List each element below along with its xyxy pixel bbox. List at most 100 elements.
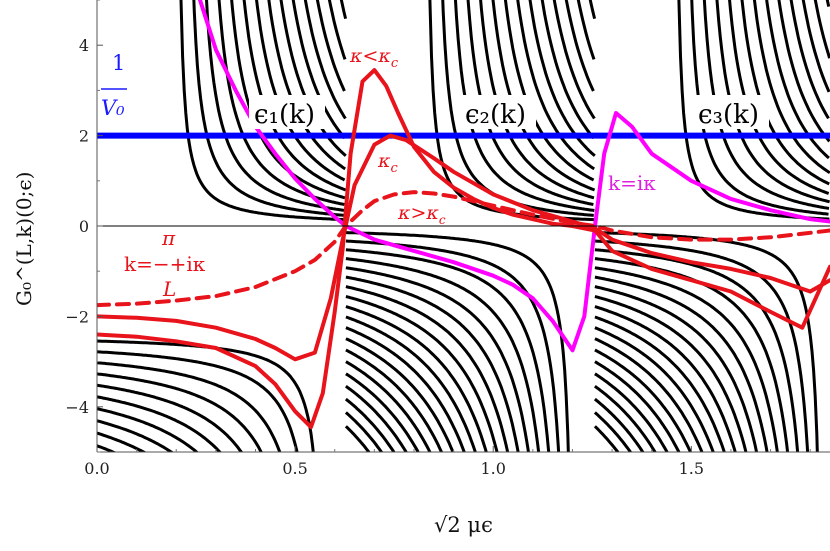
y-axis-label: G₀^(L,k)(0;ϵ) [12, 172, 36, 306]
black-curve-70 [345, 337, 455, 452]
x-axis-label: √2 μϵ [434, 513, 493, 537]
black-curve-91 [593, 425, 620, 452]
black-curve-78 [339, 0, 348, 20]
series-line-1 [198, 0, 830, 353]
black-curve-66 [315, 0, 346, 92]
black-curve-17 [594, 248, 800, 452]
inv-v0-numerator: 1 [112, 51, 125, 75]
black-curve-56 [789, 0, 830, 120]
black-curve-72 [327, 0, 347, 60]
black-curve-85 [594, 385, 657, 452]
black-curve-34 [345, 275, 520, 452]
black-curve-43 [516, 0, 595, 171]
black-curve-67 [564, 0, 595, 92]
black-curve-22 [345, 257, 541, 452]
black-curve-60 [303, 0, 347, 120]
band-label-3: ϵ₃(k) [698, 100, 759, 130]
y-tick-label-2: 0 [79, 217, 89, 236]
band-label-2-bg [460, 95, 536, 129]
black-curve-87 [593, 397, 645, 452]
black-curve-37 [503, 0, 595, 182]
black-curve-62 [801, 0, 830, 93]
black-curve-65 [594, 326, 715, 452]
black-curve-53 [594, 305, 737, 452]
black-curve-59 [594, 315, 726, 452]
black-curve-50 [777, 0, 830, 143]
black-curve-49 [528, 0, 596, 157]
k-pi-denominator: L [162, 277, 176, 301]
band-label-1: ϵ₁(k) [254, 100, 315, 130]
black-curve-86 [344, 397, 396, 452]
black-curve-15 [97, 361, 282, 452]
svg-text:G₀^(L,k)(0;ϵ): G₀^(L,k)(0;ϵ) [12, 172, 36, 306]
black-curve-11 [594, 239, 810, 452]
band-label-1-bg [249, 95, 325, 129]
black-curve-80 [345, 360, 432, 452]
k-i-kappa-label: k=iκ [608, 171, 656, 195]
x-tick-label-0: 0.0 [84, 459, 109, 478]
black-curve-54 [291, 0, 346, 140]
black-curve-8 [690, 0, 829, 216]
black-curve-36 [255, 0, 346, 182]
black-curve-44 [765, 0, 830, 160]
black-curve-51 [97, 431, 147, 452]
black-curve-57 [97, 444, 117, 452]
black-curve-79 [588, 0, 597, 20]
black-curve-74 [825, 0, 830, 7]
x-tick-label-2: 1.0 [480, 459, 505, 478]
black-curve-84 [345, 385, 408, 452]
black-curve-58 [345, 315, 477, 452]
y-tick-label-1: −2 [65, 307, 89, 326]
kappa-less-label: κ<κc [349, 45, 399, 71]
black-curve-75 [97, 486, 116, 497]
black-curve-90 [344, 425, 371, 452]
black-curve-71 [594, 337, 704, 452]
black-curve-30 [242, 0, 347, 192]
black-curve-18 [217, 0, 345, 206]
axes: 0.0 0.5 1.0 1.5 −4 −2 0 2 4 [65, 0, 830, 478]
inv-v0-denominator: V₀ [101, 96, 125, 120]
black-curve-family [97, 0, 830, 497]
x-tick-label-3: 1.5 [679, 459, 704, 478]
black-curve-46 [345, 295, 499, 452]
black-curve-13 [453, 0, 595, 212]
black-curve-47 [594, 295, 748, 452]
black-curve-40 [345, 285, 510, 452]
series-line-4 [97, 190, 830, 308]
black-curve-9 [97, 350, 299, 452]
black-curve-16 [345, 248, 551, 452]
black-curve-88 [344, 411, 384, 452]
black-curve-81 [594, 360, 681, 452]
black-curve-27 [97, 383, 244, 452]
black-curve-55 [540, 0, 595, 140]
y-tick-label-3: 2 [79, 127, 89, 146]
black-curve-4 [345, 231, 570, 452]
band-label-3-bg [693, 95, 769, 129]
black-curve-39 [97, 407, 199, 452]
kappa-c-label: κc [377, 150, 398, 176]
black-curve-38 [752, 0, 830, 175]
black-curve-35 [594, 275, 769, 452]
series-line-3 [97, 133, 830, 362]
black-curve-89 [593, 411, 633, 452]
black-curve-61 [552, 0, 596, 120]
black-curve-32 [740, 0, 830, 186]
black-curve-73 [576, 0, 596, 60]
black-curve-68 [813, 0, 830, 59]
black-curve-82 [345, 372, 420, 452]
chart-labels: ϵ₁(k) ϵ₂(k) ϵ₃(k) 1 V₀ κ<κc κc κ>κc k=iκ… [12, 45, 769, 537]
y-tick-label-0: −4 [65, 398, 89, 417]
black-curve-64 [345, 326, 466, 452]
k-pi-main: k=−+iκ [124, 252, 206, 276]
black-curve-31 [491, 0, 596, 192]
y-tick-label-4: 4 [79, 36, 89, 55]
kappa-greater-label: κ>κc [397, 202, 446, 227]
black-curve-41 [594, 285, 759, 452]
black-curve-83 [594, 372, 669, 452]
black-curve-29 [594, 266, 779, 452]
band-label-2: ϵ₂(k) [465, 100, 526, 130]
black-curve-52 [345, 305, 488, 452]
black-curve-6 [192, 0, 345, 217]
